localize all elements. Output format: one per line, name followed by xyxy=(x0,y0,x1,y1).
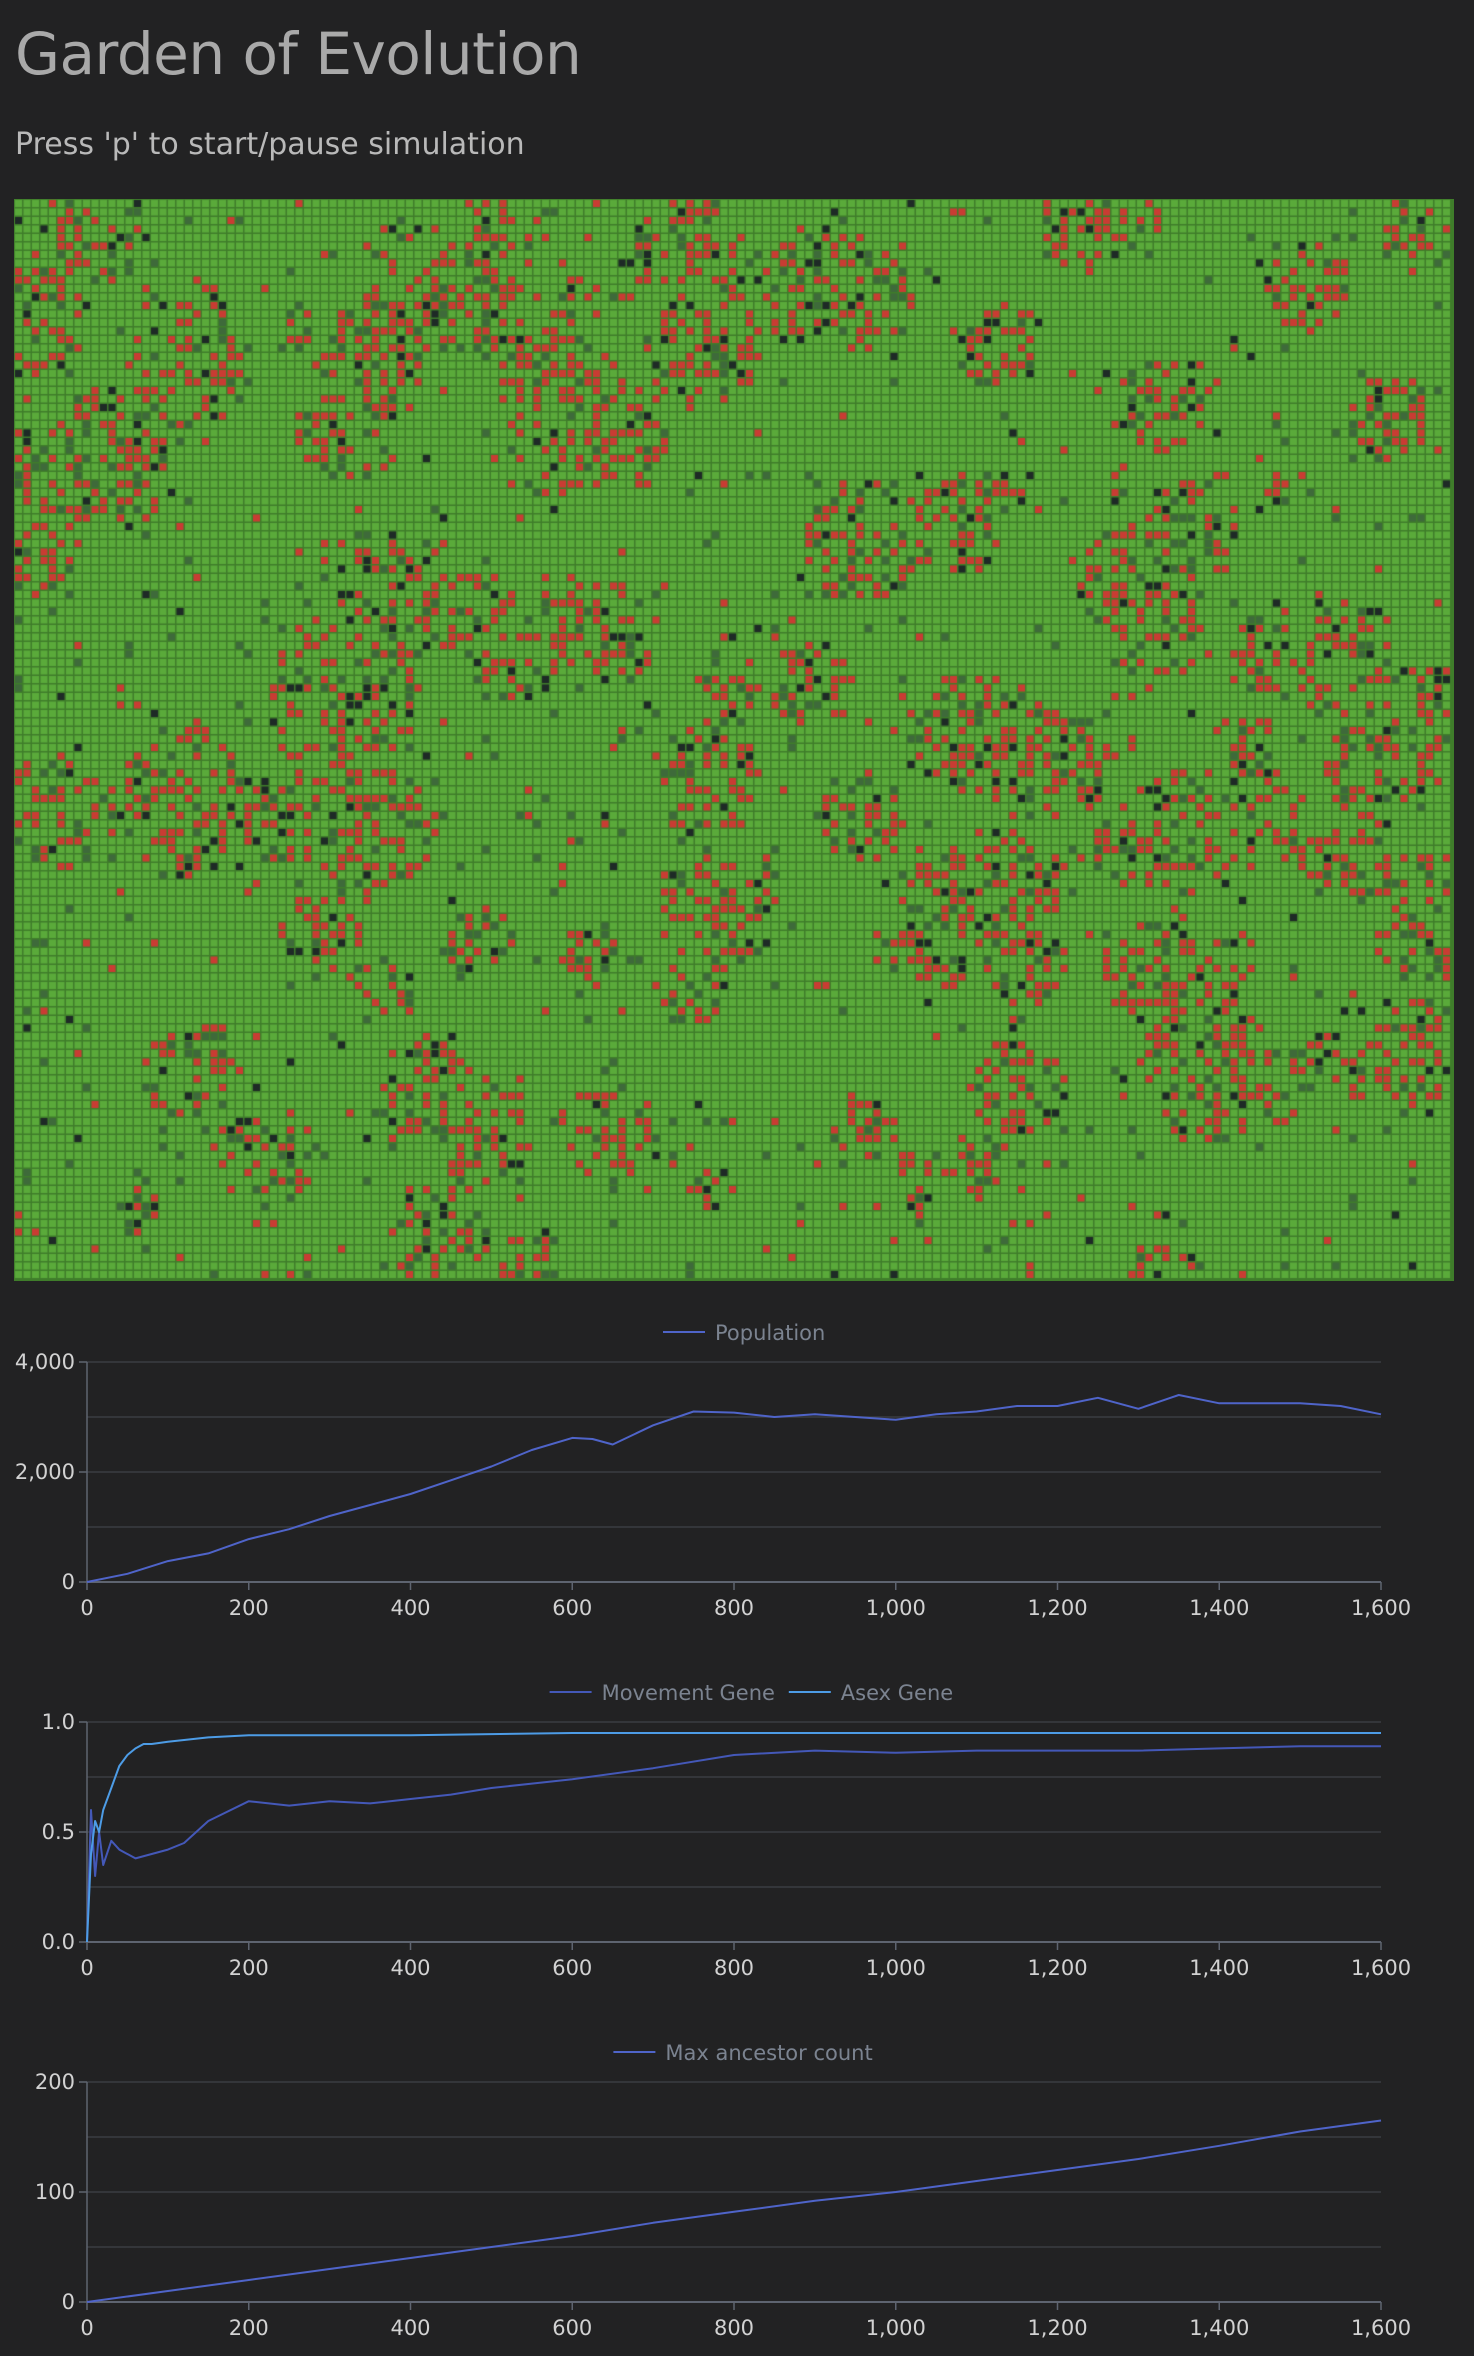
chart-1-svg: Movement Gene Asex Gene 0.0 0.5 1.0 0 200 400 60… xyxy=(42,1681,1411,1980)
x-tick-label-6: 1,200 xyxy=(1027,1596,1087,1620)
x-tick-label-0: 0 xyxy=(80,1596,93,1620)
x-tick-label-2: 400 xyxy=(390,1596,430,1620)
x-tick-label-4: 800 xyxy=(714,2316,754,2340)
legend-label-0[interactable]: Movement Gene xyxy=(602,1681,775,1705)
x-tick-label-2: 400 xyxy=(390,2316,430,2340)
x-tick-label-3: 600 xyxy=(552,1956,592,1980)
chart-0-svg: Population 0 2,000 4,000 0 200 400 600 800 1,000 1… xyxy=(15,1321,1411,1620)
instructions-text: Press 'p' to start/pause simulation xyxy=(15,127,525,162)
simulation-canvas[interactable] xyxy=(14,199,1454,1281)
legend-label-0[interactable]: Max ancestor count xyxy=(665,2041,872,2065)
x-tick-label-6: 1,200 xyxy=(1027,1956,1087,1980)
x-tick-label-7: 1,400 xyxy=(1189,1956,1249,1980)
gene-chart: Movement Gene Asex Gene 0.0 0.5 1.0 0 200 400 60… xyxy=(0,1670,1474,2030)
x-tick-label-0: 0 xyxy=(80,1956,93,1980)
x-tick-label-2: 400 xyxy=(390,1956,430,1980)
x-tick-label-5: 1,000 xyxy=(866,1956,926,1980)
population-chart: Population 0 2,000 4,000 0 200 400 600 800 1,000 1… xyxy=(0,1310,1474,1670)
x-tick-label-7: 1,400 xyxy=(1189,2316,1249,2340)
x-tick-label-1: 200 xyxy=(229,2316,269,2340)
x-tick-label-5: 1,000 xyxy=(866,2316,926,2340)
x-tick-label-3: 600 xyxy=(552,2316,592,2340)
x-tick-label-6: 1,200 xyxy=(1027,2316,1087,2340)
x-tick-label-0: 0 xyxy=(80,2316,93,2340)
x-tick-label-8: 1,600 xyxy=(1351,2316,1411,2340)
y-tick-label-1: 2,000 xyxy=(15,1460,75,1484)
series-line-0 xyxy=(86,1745,1381,1943)
simulation-grid[interactable] xyxy=(14,199,1454,1281)
series-line-0 xyxy=(86,1394,1382,1583)
series-line-0 xyxy=(86,2119,1382,2303)
chart-2-svg: Max ancestor count 0 100 200 0 200 400 600 800 1,… xyxy=(35,2041,1411,2340)
x-tick-label-3: 600 xyxy=(552,1596,592,1620)
x-tick-label-4: 800 xyxy=(714,1596,754,1620)
page-title: Garden of Evolution xyxy=(15,20,582,88)
y-tick-label-0: 0.0 xyxy=(42,1930,75,1954)
legend-label-0[interactable]: Population xyxy=(715,1321,825,1345)
x-tick-label-4: 800 xyxy=(714,1956,754,1980)
y-tick-label-1: 0.5 xyxy=(42,1820,75,1844)
x-tick-label-8: 1,600 xyxy=(1351,1596,1411,1620)
y-tick-label-0: 0 xyxy=(62,2290,75,2314)
x-tick-label-1: 200 xyxy=(229,1596,269,1620)
x-tick-label-5: 1,000 xyxy=(866,1596,926,1620)
y-tick-label-2: 200 xyxy=(35,2070,75,2094)
x-tick-label-7: 1,400 xyxy=(1189,1596,1249,1620)
y-tick-label-2: 4,000 xyxy=(15,1350,75,1374)
ancestor-chart: Max ancestor count 0 100 200 0 200 400 600 800 1,… xyxy=(0,2030,1474,2356)
legend-label-1[interactable]: Asex Gene xyxy=(841,1681,953,1705)
x-tick-label-8: 1,600 xyxy=(1351,1956,1411,1980)
y-tick-label-2: 1.0 xyxy=(42,1710,75,1734)
y-tick-label-0: 0 xyxy=(62,1570,75,1594)
series-line-1 xyxy=(86,1732,1381,1943)
y-tick-label-1: 100 xyxy=(35,2180,75,2204)
x-tick-label-1: 200 xyxy=(229,1956,269,1980)
